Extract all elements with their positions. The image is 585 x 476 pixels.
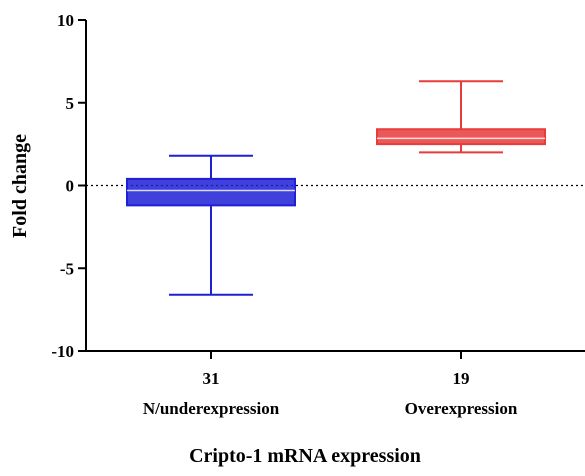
labels: 31 N/underexpression 19 Overexpression Cript…	[9, 134, 518, 467]
category-count: 19	[453, 369, 470, 388]
y-tick-label: -10	[51, 342, 74, 361]
y-tick-label: 5	[66, 94, 75, 113]
boxes	[126, 80, 546, 296]
category-label: Overexpression	[405, 399, 518, 418]
box-iqr	[126, 177, 296, 207]
category-count: 31	[203, 369, 220, 388]
box-iqr	[376, 128, 546, 146]
x-axis-title: Cripto-1 mRNA expression	[189, 445, 421, 467]
y-axis-title: Fold change	[9, 134, 31, 238]
category-label: N/underexpression	[143, 399, 280, 418]
axes: 10 5 0 -5 -10	[51, 11, 585, 361]
y-tick-label: 10	[57, 11, 74, 30]
y-tick-label: -5	[60, 259, 74, 278]
y-tick-label: 0	[66, 177, 75, 196]
